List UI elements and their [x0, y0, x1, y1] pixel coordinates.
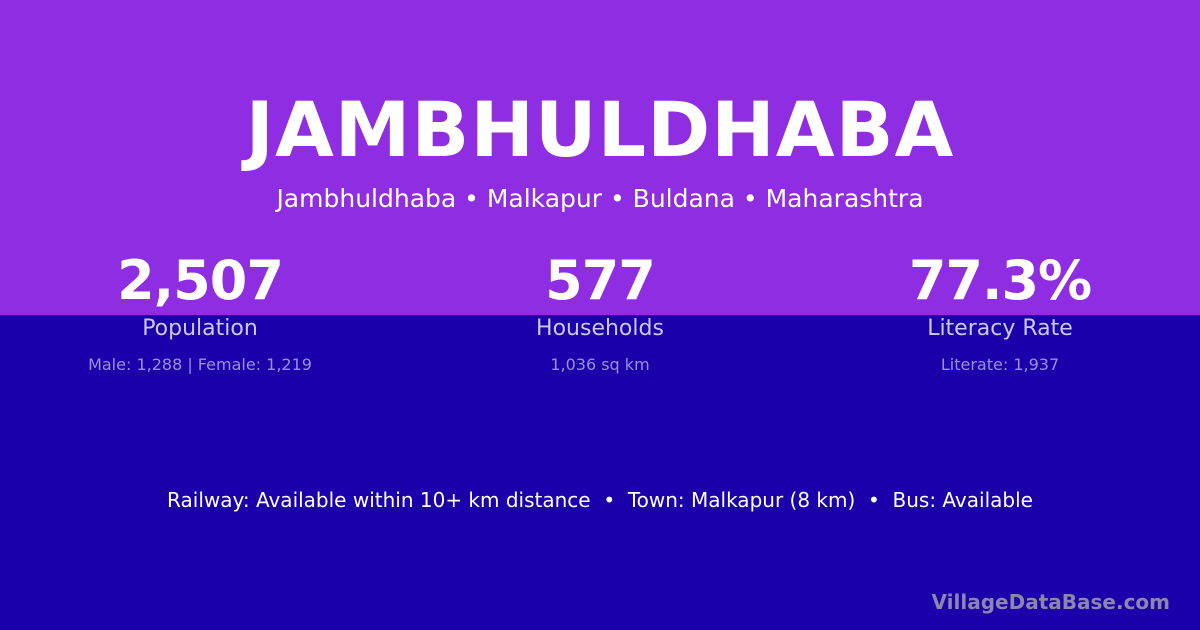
stat-value: 577 — [545, 249, 656, 312]
stat-detail: 1,036 sq km — [550, 355, 650, 374]
header-band — [0, 0, 1200, 315]
stat-population: 2,507 Population Male: 1,288 | Female: 1… — [0, 248, 400, 376]
location-breadcrumb: Jambhuldhaba • Malkapur • Buldana • Maha… — [276, 184, 924, 213]
footer-band — [0, 315, 1200, 630]
stat-literacy: 77.3% Literacy Rate Literate: 1,937 — [800, 248, 1200, 376]
village-title: JAMBHULDHABA — [245, 85, 955, 174]
stat-households: 577 Households 1,036 sq km — [400, 248, 800, 376]
stat-label: Literacy Rate — [927, 316, 1073, 341]
stat-detail: Literate: 1,937 — [940, 355, 1060, 374]
stat-value: 77.3% — [908, 249, 1092, 312]
connectivity-info: Railway: Available within 10+ km distanc… — [167, 488, 1033, 512]
stat-value: 2,507 — [117, 249, 284, 312]
brand-watermark: VillageDataBase.com — [931, 590, 1170, 614]
stat-detail: Male: 1,288 | Female: 1,219 — [88, 355, 312, 374]
stat-label: Population — [142, 316, 258, 341]
stat-label: Households — [536, 316, 664, 341]
